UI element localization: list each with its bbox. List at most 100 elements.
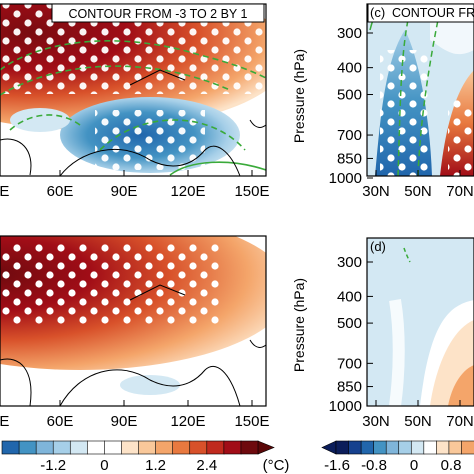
panel-a-lake xyxy=(129,69,186,86)
panel-c-y-tick-label: 500 xyxy=(337,87,362,104)
panel-c-stippling-cold xyxy=(380,50,430,176)
panel-b-x-tick-label: 30E xyxy=(0,413,9,430)
colorbar-right-swatch xyxy=(360,440,375,455)
panel-a-contour-5 xyxy=(169,161,266,176)
colorbar-left-swatch xyxy=(52,440,71,455)
colorbar-left-label: 0 xyxy=(100,457,108,474)
colorbar-left-swatch xyxy=(69,440,88,455)
panel-d-x-ticks: 30N 50N 70N xyxy=(362,400,474,430)
panel-c-label: (c) xyxy=(370,5,385,20)
colorbar-right-label: 0 xyxy=(410,457,418,474)
panel-c-annotation: CONTOUR FRO xyxy=(392,6,474,20)
panel-d-x-tick-label: 30N xyxy=(362,413,390,430)
panel-c: (c) CONTOUR FRO Pressure (hPa) 300 400 500… xyxy=(291,3,474,200)
panel-d-y-tick-label: 400 xyxy=(337,288,362,305)
colorbar-left-labels: -1.2 0 1.2 2.4 xyxy=(40,457,217,474)
colorbar-left-swatch xyxy=(1,440,20,455)
colorbar-left-swatch xyxy=(223,440,242,455)
panel-c-y-ticks: 300 400 500 700 850 1000 xyxy=(329,25,373,187)
panel-b-x-tick-label: 90E xyxy=(111,413,138,430)
colorbar-right-swatch xyxy=(373,440,387,455)
panel-a-x-tick-label: 30E xyxy=(0,183,9,200)
colorbar-left-swatch xyxy=(121,440,140,455)
panel-a-annotation-box xyxy=(51,3,265,23)
panel-a-x-tick-label: 120E xyxy=(170,183,205,200)
panel-b-coastline xyxy=(0,339,266,406)
panel-c-contour-2 xyxy=(417,19,439,176)
colorbar-left-label: -1.2 xyxy=(40,457,66,474)
colorbar-right-swatch xyxy=(423,440,437,455)
colorbar-right-swatch xyxy=(436,440,450,455)
panel-a-annotation: CONTOUR FROM -3 TO 2 BY 1 xyxy=(69,7,248,21)
colorbar-right-arrow xyxy=(321,440,337,455)
panel-a-x-tick-label: 90E xyxy=(111,183,138,200)
panel-d-label: (d) xyxy=(370,239,386,254)
panel-a: CONTOUR FROM -3 TO 2 BY 1 30E 60E 90E 120E 1… xyxy=(0,3,270,200)
panel-a-coastline xyxy=(0,119,266,176)
panel-b-lake xyxy=(129,284,186,301)
panel-a-contour-2 xyxy=(0,65,231,96)
panel-d-y-tick-label: 700 xyxy=(337,355,362,372)
panel-c-x-ticks: 30N 50N 70N xyxy=(362,170,474,200)
panel-d-y-ticks: 300 400 500 700 850 1000 xyxy=(329,254,373,415)
colorbar-right-label: -1.6 xyxy=(324,457,350,474)
colorbar-right-swatch xyxy=(335,440,350,455)
colorbar-left-swatch xyxy=(172,440,191,455)
colorbar-right-swatch xyxy=(461,440,474,455)
panel-a-contour-1 xyxy=(0,40,266,79)
panel-c-x-tick-label: 50N xyxy=(404,183,432,200)
colorbar-left-swatch xyxy=(155,440,174,455)
panel-b-x-tick-label: 60E xyxy=(47,413,74,430)
colorbar-left-arrow xyxy=(257,440,275,455)
panel-c-y-tick-label: 300 xyxy=(337,25,362,42)
panel-c-stippling-warm xyxy=(448,100,474,176)
panel-c-annotation-box xyxy=(367,3,474,23)
panel-d-neutral-band xyxy=(389,299,405,406)
panel-c-y-tick-label: 400 xyxy=(337,60,362,77)
panel-b-x-ticks: 30E 60E 90E 120E 150E xyxy=(0,400,270,430)
colorbar-right-swatch xyxy=(410,440,425,455)
panel-c-field xyxy=(369,4,474,176)
colorbar-right xyxy=(321,440,474,455)
panel-a-x-tick-label: 60E xyxy=(47,183,74,200)
panel-a-cold-anomaly-small xyxy=(10,108,70,132)
colorbar-left-swatch xyxy=(138,440,157,455)
panel-c-y-label: Pressure (hPa) xyxy=(291,49,307,143)
panel-d: (d) Pressure (hPa) 300 400 500 700 850 1000 3… xyxy=(291,237,474,430)
panel-d-x-tick-label: 50N xyxy=(404,413,432,430)
colorbar-left-swatch xyxy=(240,440,259,455)
colorbar-right-swatch xyxy=(348,440,362,455)
colorbar-right-label: -0.8 xyxy=(361,457,387,474)
colorbar-left-unit: (°C) xyxy=(263,457,290,474)
colorbar-left-swatch xyxy=(35,440,54,455)
panel-d-y-tick-label: 850 xyxy=(337,379,362,396)
colorbar-left-label: 2.4 xyxy=(196,457,217,474)
colorbar-left xyxy=(1,440,275,455)
panel-d-warm-core xyxy=(448,365,474,406)
panel-b-x-tick-label: 150E xyxy=(234,413,269,430)
panel-b: 30E 60E 90E 120E 150E xyxy=(0,235,270,430)
panel-b-x-tick-label: 120E xyxy=(170,413,205,430)
panel-b-cold-anomaly xyxy=(120,375,180,395)
panel-c-x-tick-label: 30N xyxy=(362,183,390,200)
panel-d-field xyxy=(367,238,474,406)
panel-d-y-tick-label: 1000 xyxy=(329,398,362,415)
panel-d-frame xyxy=(366,237,474,407)
colorbar-left-label: 1.2 xyxy=(145,457,166,474)
colorbar-right-swatch xyxy=(448,440,463,455)
panel-a-x-tick-label: 150E xyxy=(234,183,269,200)
panel-d-contour xyxy=(403,247,411,263)
panel-a-x-ticks: 30E 60E 90E 120E 150E xyxy=(0,170,270,200)
panel-c-contour-1 xyxy=(397,19,409,176)
colorbar-left-swatch xyxy=(189,440,208,455)
colorbar-right-labels: -1.6 -0.8 0 0.8 xyxy=(324,457,461,474)
panel-a-contour-4 xyxy=(99,119,246,151)
panel-d-y-tick-label: 500 xyxy=(337,315,362,332)
panel-d-y-tick-label: 300 xyxy=(337,254,362,271)
colorbar-right-swatch xyxy=(398,440,412,455)
colorbar-left-swatch xyxy=(18,440,37,455)
panel-c-y-tick-label: 850 xyxy=(337,150,362,167)
panel-c-y-tick-label: 700 xyxy=(337,127,362,144)
panel-d-x-tick-label: 70N xyxy=(446,413,474,430)
